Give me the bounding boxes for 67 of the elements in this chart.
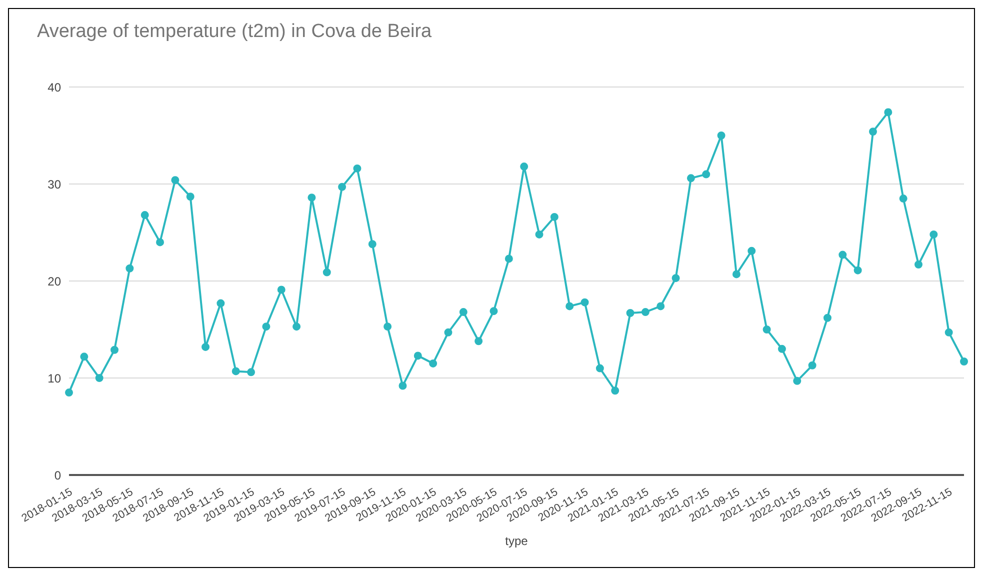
point <box>702 170 710 178</box>
chart-title: Average of temperature (t2m) in Cova de Beira <box>37 21 432 43</box>
point <box>308 194 316 202</box>
point <box>490 307 498 316</box>
point <box>368 240 376 248</box>
point <box>247 368 256 376</box>
point <box>186 192 194 201</box>
point <box>930 230 938 238</box>
point <box>384 322 392 331</box>
point <box>944 328 953 336</box>
point <box>156 238 164 246</box>
point <box>732 270 740 278</box>
point <box>672 274 680 282</box>
y-tick-label: 0 <box>54 468 62 482</box>
point <box>626 309 634 318</box>
y-tick-label: 40 <box>48 80 62 94</box>
point <box>717 132 726 140</box>
point <box>171 176 180 184</box>
point <box>686 174 695 182</box>
point <box>353 164 362 172</box>
point <box>140 211 149 220</box>
point <box>126 264 134 272</box>
point <box>868 128 877 136</box>
point <box>748 246 756 255</box>
point <box>232 367 240 376</box>
point <box>262 322 270 331</box>
point <box>444 328 452 336</box>
point <box>110 346 119 354</box>
point <box>566 302 574 310</box>
point <box>580 298 589 306</box>
point <box>914 260 922 269</box>
point <box>884 108 892 116</box>
point <box>550 212 558 221</box>
point <box>520 162 528 171</box>
point <box>429 359 438 368</box>
point <box>808 361 816 370</box>
point <box>322 268 331 276</box>
point <box>656 302 665 310</box>
point <box>338 182 346 191</box>
point <box>414 352 422 360</box>
point <box>398 382 407 390</box>
point <box>611 386 620 395</box>
y-tick-label: 10 <box>48 371 62 386</box>
point <box>95 374 104 382</box>
point <box>474 337 483 346</box>
point <box>596 364 604 372</box>
point <box>202 342 210 351</box>
point <box>762 326 771 334</box>
point <box>459 308 468 316</box>
y-tick-label: 20 <box>48 274 62 288</box>
point <box>216 299 225 308</box>
point <box>277 286 286 294</box>
point <box>504 254 513 263</box>
point <box>641 308 650 316</box>
x-axis-title: type <box>505 534 528 548</box>
point <box>778 344 786 353</box>
point <box>838 250 847 259</box>
point <box>292 322 301 331</box>
point <box>65 388 73 397</box>
point <box>854 266 862 274</box>
point <box>960 358 968 366</box>
point <box>823 314 832 322</box>
point <box>793 376 802 385</box>
point <box>899 194 908 203</box>
y-tick-label: 30 <box>48 177 62 192</box>
point <box>535 230 544 238</box>
point <box>80 352 88 361</box>
